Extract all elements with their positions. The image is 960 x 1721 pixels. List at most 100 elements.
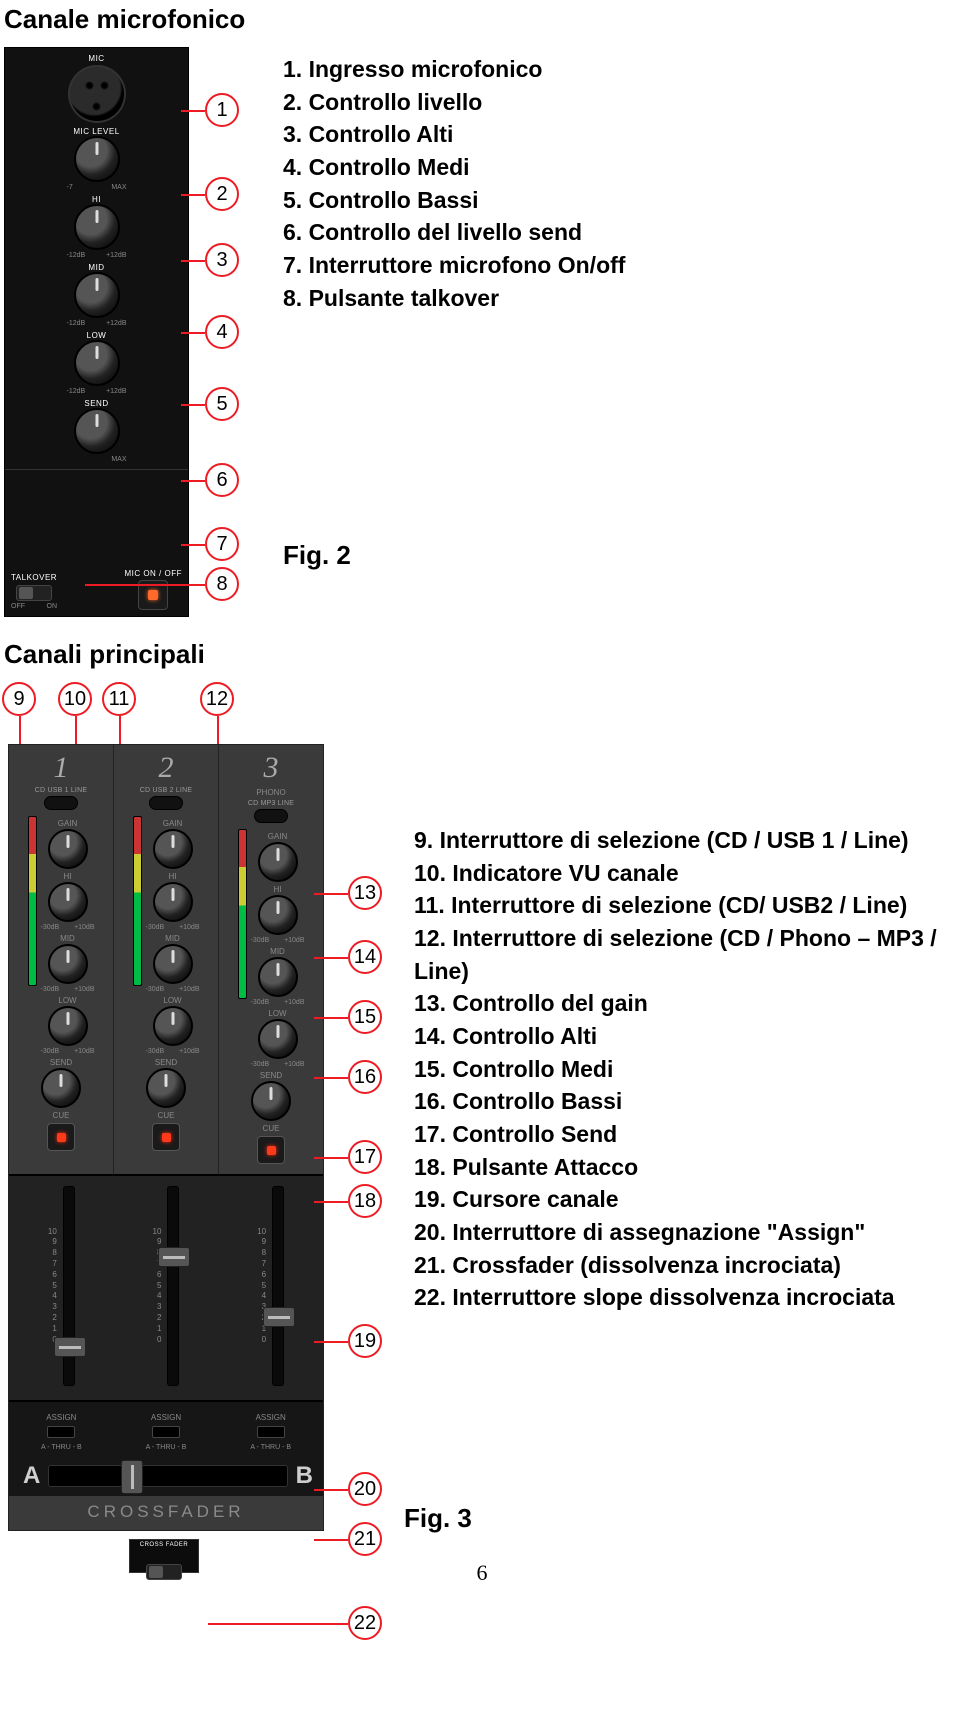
callout-leader — [314, 1077, 348, 1079]
send-knob[interactable] — [251, 1081, 291, 1121]
callout-bubble: 11 — [102, 682, 136, 716]
mic-send-knob[interactable] — [74, 408, 120, 454]
mic-send-label: SEND — [84, 399, 108, 408]
mic-mid-max: +12dB — [106, 320, 126, 327]
callout-bubble: 7 — [205, 527, 239, 561]
fader-cap[interactable] — [54, 1337, 86, 1357]
callout-leader — [181, 332, 205, 334]
callout-bubble: 21 — [348, 1522, 382, 1556]
send-knob[interactable] — [41, 1068, 81, 1108]
callout-leader — [314, 1341, 348, 1343]
section1-title: Canale microfonico — [4, 4, 960, 35]
mid-knob[interactable] — [48, 944, 88, 984]
cue-button[interactable] — [257, 1136, 285, 1164]
callout-bubble: 22 — [348, 1606, 382, 1640]
crossfader-label: CROSSFADER — [9, 1496, 323, 1530]
input-selector-switch[interactable] — [254, 809, 288, 823]
mic-level-max: MAX — [111, 184, 126, 191]
callout-leader — [181, 544, 205, 546]
eq-range: -30dB+10dB — [41, 986, 95, 993]
low-knob[interactable] — [48, 1006, 88, 1046]
mid-knob[interactable] — [153, 944, 193, 984]
mic-onoff-label: MIC ON / OFF — [124, 569, 182, 578]
callout-leader — [181, 480, 205, 482]
mic-input-xlr[interactable] — [68, 65, 126, 123]
list-item: 19. Cursore canale — [414, 1183, 960, 1216]
list-item: 2. Controllo livello — [283, 86, 960, 119]
led-icon — [57, 1133, 66, 1142]
hi-knob[interactable] — [48, 882, 88, 922]
cue-button[interactable] — [152, 1123, 180, 1151]
channel-fader[interactable] — [167, 1186, 179, 1386]
callout-leader — [181, 404, 205, 406]
hi-knob[interactable] — [153, 882, 193, 922]
low-knob-label: LOW — [268, 1009, 286, 1018]
assign-col: ASSIGNA - THRU - B — [9, 1410, 114, 1452]
fader-cap[interactable] — [158, 1247, 190, 1267]
fader-cap[interactable] — [263, 1307, 295, 1327]
list-1: 1. Ingresso microfonico2. Controllo live… — [283, 53, 960, 314]
callout-bubble: 13 — [348, 876, 382, 910]
mic-hi-knob[interactable] — [74, 204, 120, 250]
figure-1: MIC MIC LEVEL -7MAX HI -12dB+12dB MID -1… — [4, 47, 960, 617]
crossfader-cap[interactable] — [121, 1460, 143, 1494]
low-knob-label: LOW — [58, 996, 76, 1005]
list-item: 5. Controllo Bassi — [283, 184, 960, 217]
assign-label: ASSIGN — [256, 1413, 286, 1422]
crossfader-a-label: A — [23, 1462, 40, 1490]
channel-fader[interactable] — [63, 1186, 75, 1386]
assign-switch[interactable] — [47, 1426, 75, 1438]
mic-channel-panel: MIC MIC LEVEL -7MAX HI -12dB+12dB MID -1… — [4, 47, 189, 617]
list-item: 13. Controllo del gain — [414, 987, 960, 1020]
eq-range: -30dB+10dB — [251, 937, 305, 944]
list-item: 17. Controllo Send — [414, 1118, 960, 1151]
callout-bubble: 15 — [348, 1000, 382, 1034]
mic-level-min: -7 — [67, 184, 73, 191]
talkover-off: OFF — [11, 603, 25, 610]
mic-hi-label: HI — [92, 195, 101, 204]
assign-switch[interactable] — [152, 1426, 180, 1438]
cue-button[interactable] — [47, 1123, 75, 1151]
list-item: 6. Controllo del livello send — [283, 216, 960, 249]
gain-knob[interactable] — [258, 842, 298, 882]
crossfader-track[interactable] — [48, 1465, 287, 1487]
gain-knob[interactable] — [153, 829, 193, 869]
low-knob[interactable] — [258, 1019, 298, 1059]
selector-label: CD MP3 LINE — [248, 800, 294, 807]
callout-bubble: 20 — [348, 1472, 382, 1506]
send-knob[interactable] — [146, 1068, 186, 1108]
list-item: 9. Interruttore di selezione (CD / USB 1… — [414, 824, 960, 857]
input-selector-switch[interactable] — [149, 796, 183, 810]
talkover-on: ON — [47, 603, 58, 610]
hi-knob[interactable] — [258, 895, 298, 935]
callout-leader — [314, 1539, 348, 1541]
low-knob[interactable] — [153, 1006, 193, 1046]
input-selector-switch[interactable] — [44, 796, 78, 810]
mic-mid-knob[interactable] — [74, 272, 120, 318]
fader-scale: 109876543210 — [257, 1227, 266, 1346]
callout-bubble: 14 — [348, 940, 382, 974]
selector-label: CD USB 2 LINE — [140, 787, 192, 794]
callout-bubble: 17 — [348, 1140, 382, 1174]
channel-3: 3PHONOCD MP3 LINEGAINHI-30dB+10dBMID-30d… — [219, 745, 323, 1174]
talkover-switch[interactable] — [16, 585, 52, 601]
crossfader-slope-switch[interactable] — [146, 1564, 182, 1580]
gain-knob[interactable] — [48, 829, 88, 869]
callout-leader — [208, 1623, 348, 1625]
mic-low-min: -12dB — [67, 388, 86, 395]
channel-fader[interactable] — [272, 1186, 284, 1386]
mic-low-knob[interactable] — [74, 340, 120, 386]
list-item: 8. Pulsante talkover — [283, 282, 960, 315]
mid-knob[interactable] — [258, 957, 298, 997]
list-item: 18. Pulsante Attacco — [414, 1151, 960, 1184]
mic-level-knob[interactable] — [74, 136, 120, 182]
assign-switch[interactable] — [257, 1426, 285, 1438]
mic-send-max: MAX — [111, 456, 126, 463]
callout-leader — [314, 1201, 348, 1203]
eq-range: -30dB+10dB — [146, 924, 200, 931]
list-item: 21. Crossfader (dissolvenza incrociata) — [414, 1249, 960, 1282]
assign-sub-label: A - THRU - B — [146, 1444, 187, 1451]
callout-bubble: 16 — [348, 1060, 382, 1094]
list-2: 9. Interruttore di selezione (CD / USB 1… — [414, 824, 960, 1314]
callout-leader — [85, 584, 205, 586]
